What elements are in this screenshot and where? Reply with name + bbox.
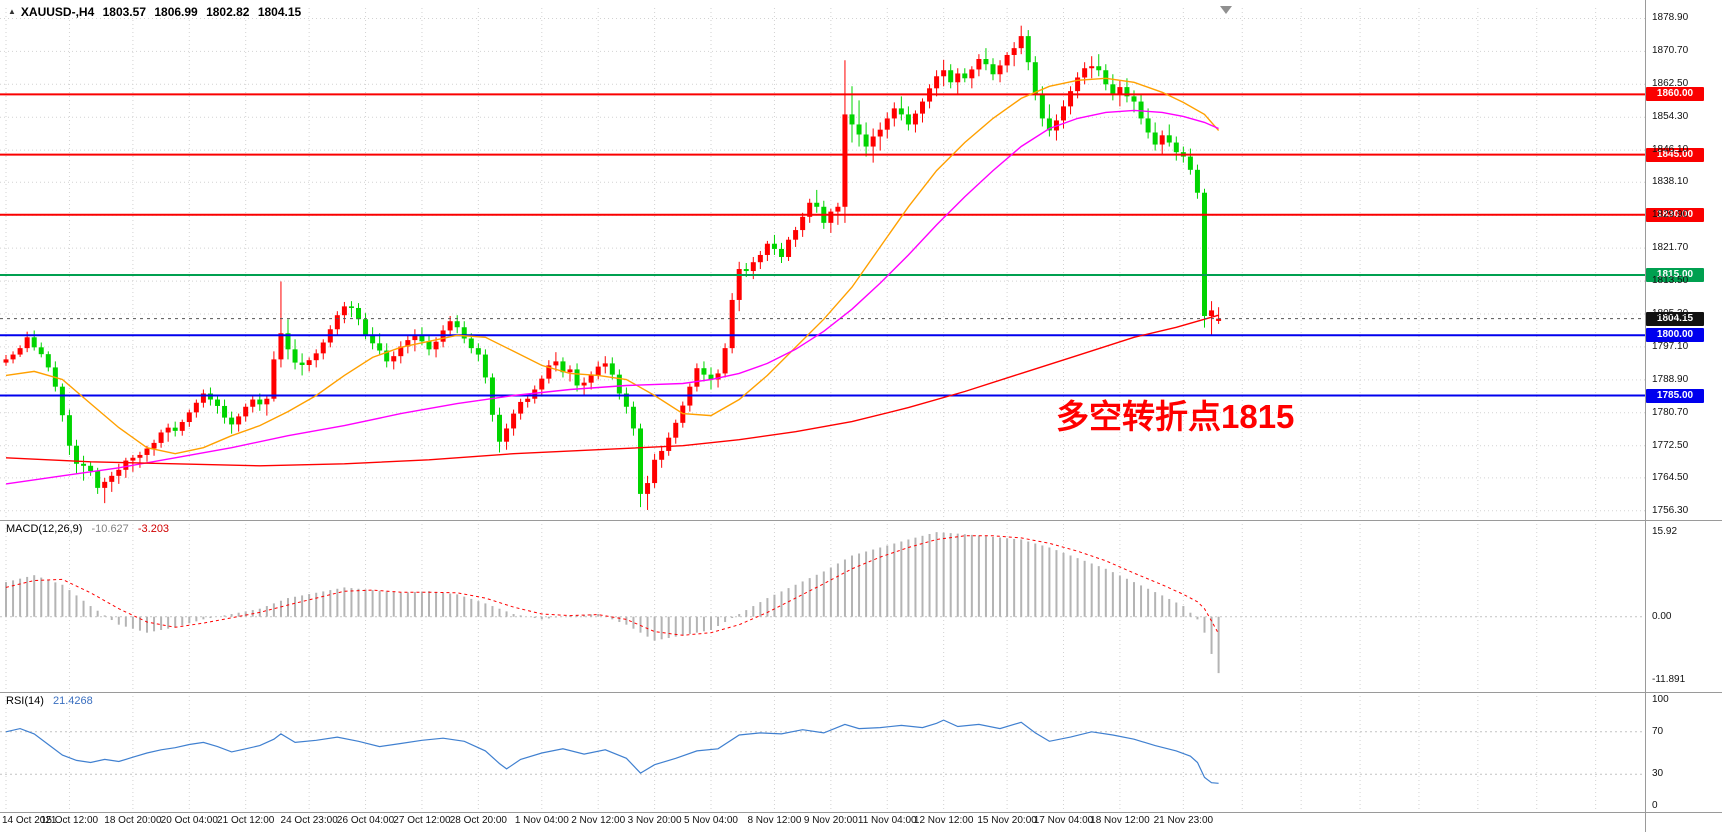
chart-shift-marker-icon[interactable] [1220,6,1232,14]
ohlc-header: ▲ XAUUSD-,H4 1803.57 1806.99 1802.82 1804… [8,5,306,19]
macd-pane [0,532,1645,674]
symbol-timeframe-label: XAUUSD-,H4 [20,5,95,19]
ma-fast-line [5,77,1220,455]
close-value: 1804.15 [257,5,302,19]
candles [3,25,1222,510]
high-value: 1806.99 [154,5,198,19]
rsi-pane [0,719,1645,784]
symbol-arrow-icon: ▲ [8,7,16,16]
rsi-name: RSI(14) [6,695,44,707]
macd-signal-value: -3.203 [137,523,170,535]
rsi-line [5,719,1219,784]
macd-label: MACD(12,26,9) -10.627 -3.203 [6,523,175,535]
macd-main-value: -10.627 [91,523,129,535]
annotation-text[interactable]: 多空转折点1815 [1056,398,1295,435]
ma-slow-line [5,314,1219,467]
macd-name: MACD(12,26,9) [6,523,83,535]
macd-signal-line [5,535,1220,636]
ma-medium-line [5,109,1219,485]
rsi-label: RSI(14) 21.4268 [6,695,99,707]
open-value: 1803.57 [102,5,146,19]
low-value: 1802.82 [206,5,250,19]
rsi-value: 21.4268 [52,695,93,707]
